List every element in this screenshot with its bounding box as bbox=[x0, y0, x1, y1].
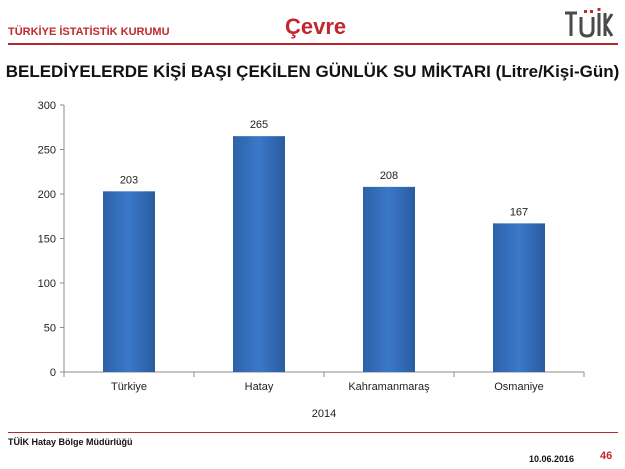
chart-bars bbox=[103, 136, 545, 372]
section-title: Çevre bbox=[285, 14, 347, 39]
data-label: 203 bbox=[120, 174, 138, 186]
y-tick-label: 300 bbox=[38, 100, 56, 112]
data-label: 208 bbox=[380, 170, 398, 182]
chart-labels: 203 Türkiye 265 Hatay 208 Kahramanmaraş 167 Osm… bbox=[111, 119, 544, 420]
footer-divider bbox=[8, 432, 618, 433]
chart-title: BELEDİYELERDE KİŞİ BAŞI ÇEKİLEN GÜNLÜK S… bbox=[5, 62, 620, 81]
page-number: 46 bbox=[600, 450, 613, 462]
bar bbox=[233, 136, 285, 372]
footer-org: TÜİK Hatay Bölge Müdürlüğü bbox=[8, 437, 133, 447]
data-label: 265 bbox=[250, 119, 268, 131]
data-label: 167 bbox=[510, 206, 528, 218]
bar-chart: 0 50 100 150 200 250 300 203 Türkiye 265 Hatay 208… bbox=[38, 100, 585, 420]
bar bbox=[363, 186, 415, 372]
y-tick-label: 0 bbox=[50, 367, 56, 379]
header-divider bbox=[8, 43, 618, 45]
bar bbox=[493, 223, 545, 372]
header: TÜRKİYE İSTATİSTİK KURUMU Çevre bbox=[0, 0, 625, 45]
x-tick-label: Osmaniye bbox=[494, 381, 544, 393]
org-name: TÜRKİYE İSTATİSTİK KURUMU bbox=[8, 26, 170, 38]
x-tick-label: Hatay bbox=[245, 381, 274, 393]
footer-date: 10.06.2016 bbox=[529, 454, 575, 464]
y-tick-label: 250 bbox=[38, 145, 56, 157]
y-tick-label: 200 bbox=[38, 189, 56, 201]
x-axis-label: 2014 bbox=[312, 408, 336, 420]
x-tick-label: Türkiye bbox=[111, 381, 147, 393]
x-tick-label: Kahramanmaraş bbox=[348, 381, 430, 393]
bar bbox=[103, 191, 155, 372]
tuik-logo bbox=[565, 8, 614, 38]
y-tick-label: 100 bbox=[38, 278, 56, 290]
y-tick-label: 150 bbox=[38, 234, 56, 246]
y-tick-label: 50 bbox=[44, 323, 56, 335]
